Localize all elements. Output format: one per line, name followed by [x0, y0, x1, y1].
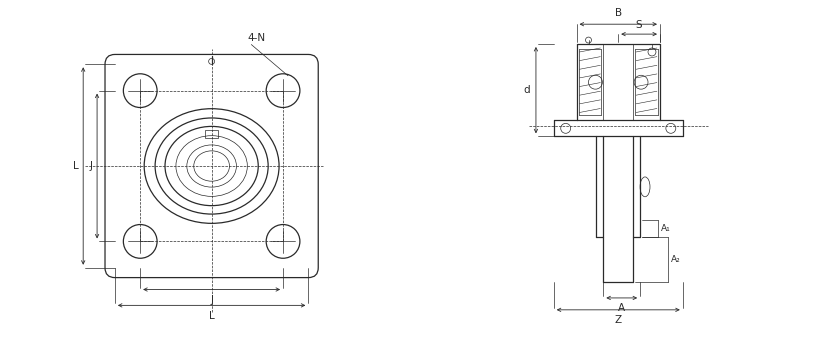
Text: L: L [73, 161, 79, 171]
Text: B: B [614, 8, 622, 18]
Text: A: A [619, 303, 625, 313]
Text: A₁: A₁ [661, 224, 671, 233]
Text: J: J [211, 295, 213, 306]
Text: L: L [209, 311, 215, 321]
Text: Z: Z [614, 315, 622, 325]
Text: 4-N: 4-N [247, 32, 265, 43]
Text: A₂: A₂ [671, 255, 681, 264]
Text: J: J [90, 161, 93, 171]
Text: d: d [523, 85, 530, 95]
Text: S: S [636, 20, 642, 30]
Bar [205, 130, 218, 138]
